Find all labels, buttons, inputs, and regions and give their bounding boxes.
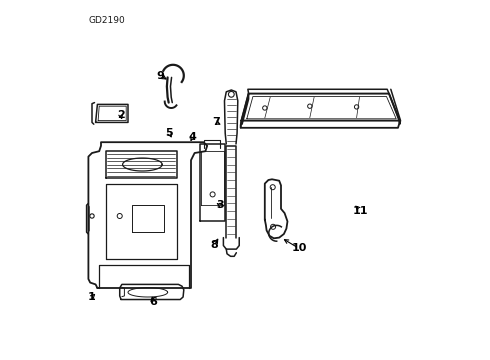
Text: 2: 2 — [117, 110, 124, 120]
Text: GD2190: GD2190 — [88, 16, 125, 25]
Text: 1: 1 — [88, 292, 96, 302]
Text: 10: 10 — [292, 243, 307, 253]
Text: 4: 4 — [189, 132, 197, 142]
Text: 3: 3 — [216, 200, 223, 210]
Text: 6: 6 — [149, 297, 157, 307]
Text: 8: 8 — [211, 240, 218, 250]
Text: 7: 7 — [212, 117, 220, 127]
Text: 5: 5 — [166, 128, 173, 138]
Text: 11: 11 — [352, 206, 368, 216]
Text: 9: 9 — [156, 71, 164, 81]
